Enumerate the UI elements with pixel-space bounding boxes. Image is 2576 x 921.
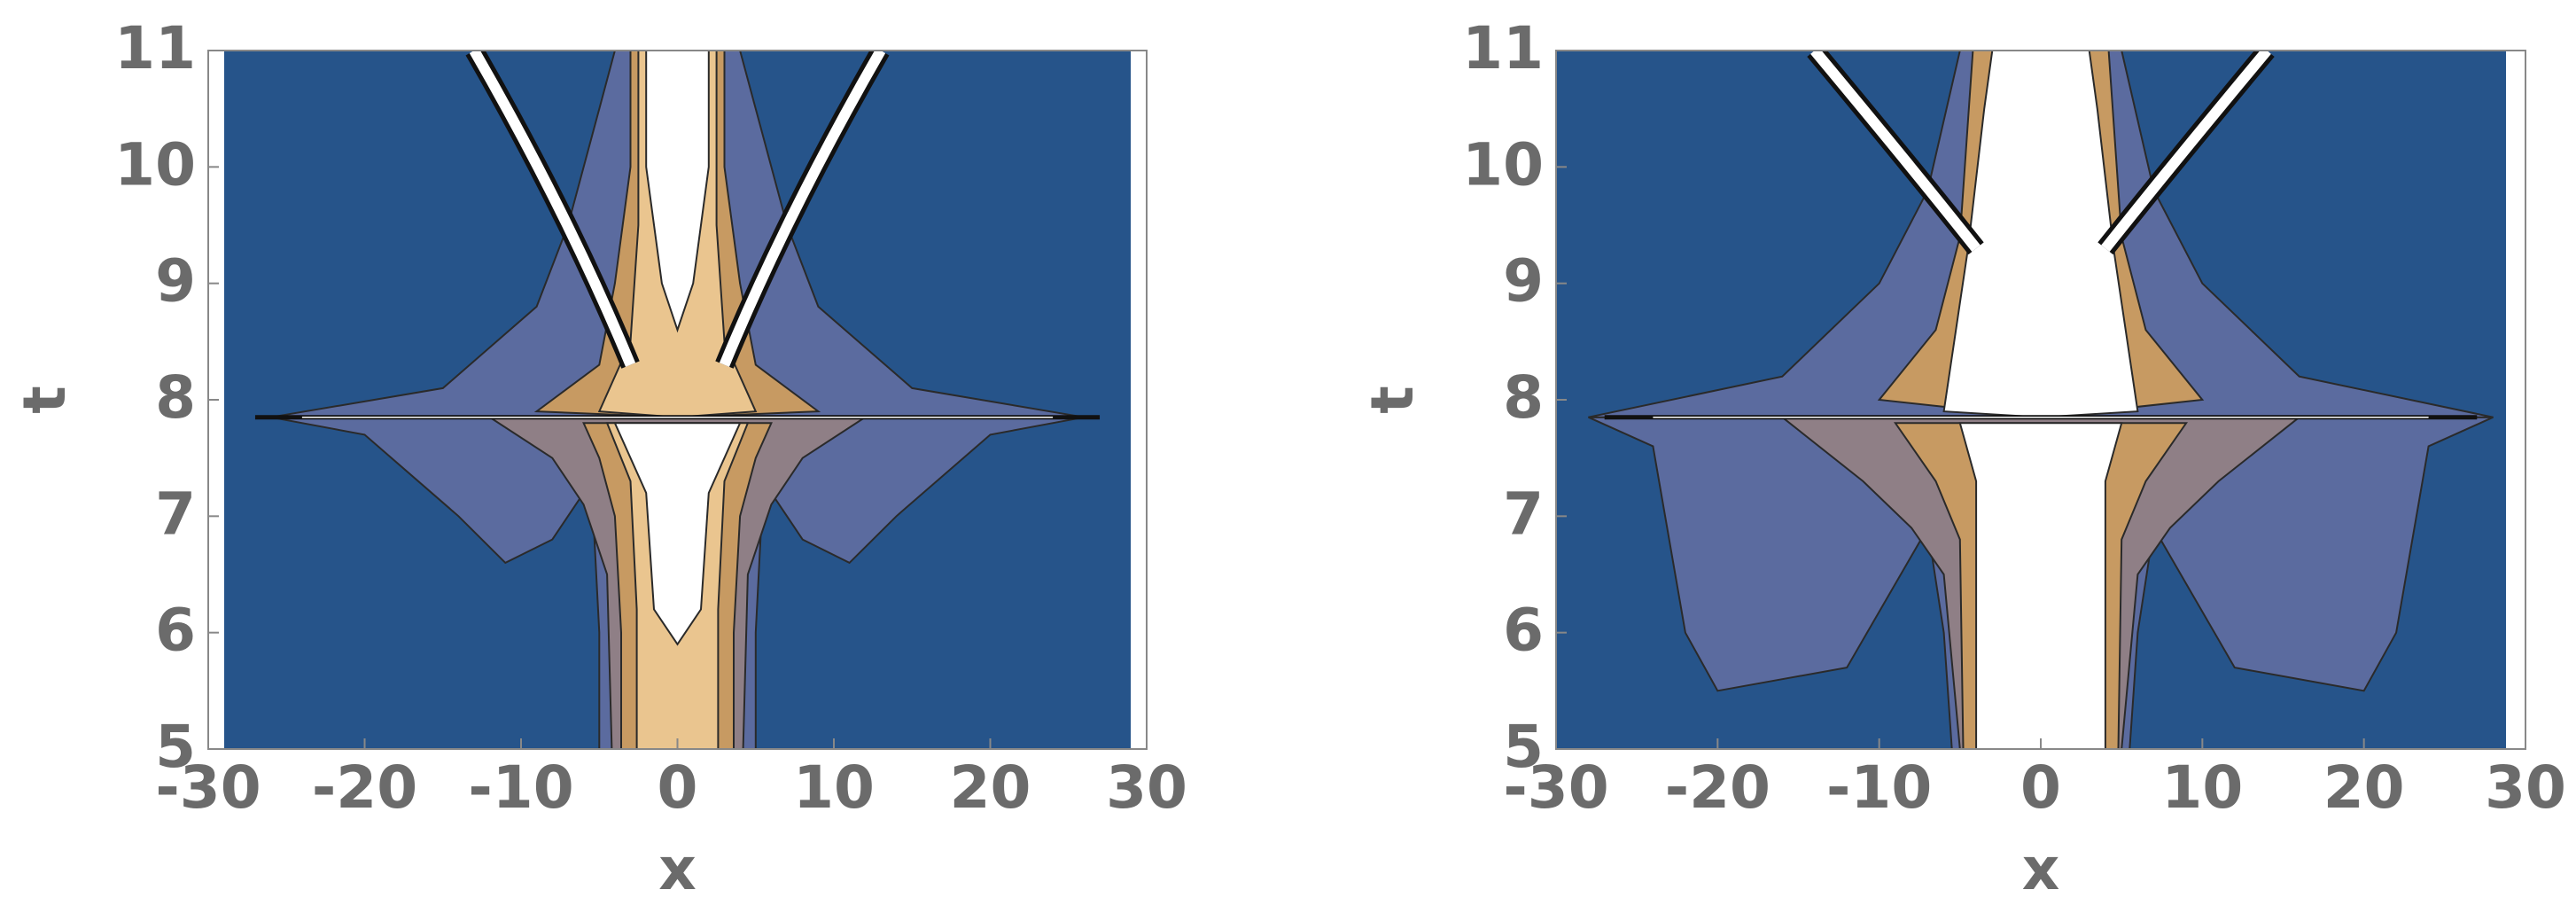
y-tick-label: 9	[1503, 247, 1544, 316]
contour-region	[613, 422, 742, 646]
x-tick-label: 20	[950, 753, 1031, 822]
y-tick-label: 5	[1503, 713, 1544, 781]
y-tick-label: 11	[114, 14, 196, 82]
x-tick-label: 10	[2161, 753, 2243, 822]
y-tick-label: 9	[155, 247, 196, 316]
x-tick-label: 20	[2323, 753, 2405, 822]
y-tick-label: 5	[155, 713, 196, 781]
y-tick-label: 10	[1462, 130, 1544, 199]
y-axis-label: t	[11, 386, 79, 414]
plot-area	[1556, 51, 2506, 749]
x-tick-label: 0	[658, 753, 698, 822]
x-axis-label: x	[658, 835, 697, 903]
contour-region	[1942, 51, 2139, 418]
x-tick-label: -10	[468, 753, 573, 822]
contour-branch	[469, 51, 636, 367]
plot-area	[224, 51, 1131, 749]
x-tick-label: -30	[1503, 753, 1608, 822]
x-tick-label: 0	[2020, 753, 2061, 822]
contour-branch	[2101, 51, 2271, 252]
y-tick-label: 6	[155, 597, 196, 665]
contour-branch	[719, 51, 886, 367]
y-tick-label: 8	[155, 363, 196, 432]
y-tick-label: 11	[1462, 14, 1544, 82]
y-tick-label: 6	[1503, 597, 1544, 665]
y-axis-label: t	[1358, 386, 1427, 414]
y-tick-label: 10	[114, 130, 196, 199]
contour-branch	[1810, 51, 1981, 252]
x-tick-label: -20	[312, 753, 417, 822]
x-tick-label: 30	[1106, 753, 1187, 822]
x-tick-label: -20	[1665, 753, 1771, 822]
y-tick-label: 8	[1503, 363, 1544, 432]
x-tick-label: 30	[2485, 753, 2566, 822]
contour-region	[645, 51, 710, 333]
x-axis-label: x	[2022, 835, 2060, 903]
contour-region	[1958, 422, 2123, 749]
y-tick-label: 7	[1503, 480, 1544, 548]
x-tick-label: 10	[793, 753, 875, 822]
y-tick-label: 7	[155, 480, 196, 548]
x-tick-label: -10	[1826, 753, 1932, 822]
x-tick-label: -30	[155, 753, 261, 822]
